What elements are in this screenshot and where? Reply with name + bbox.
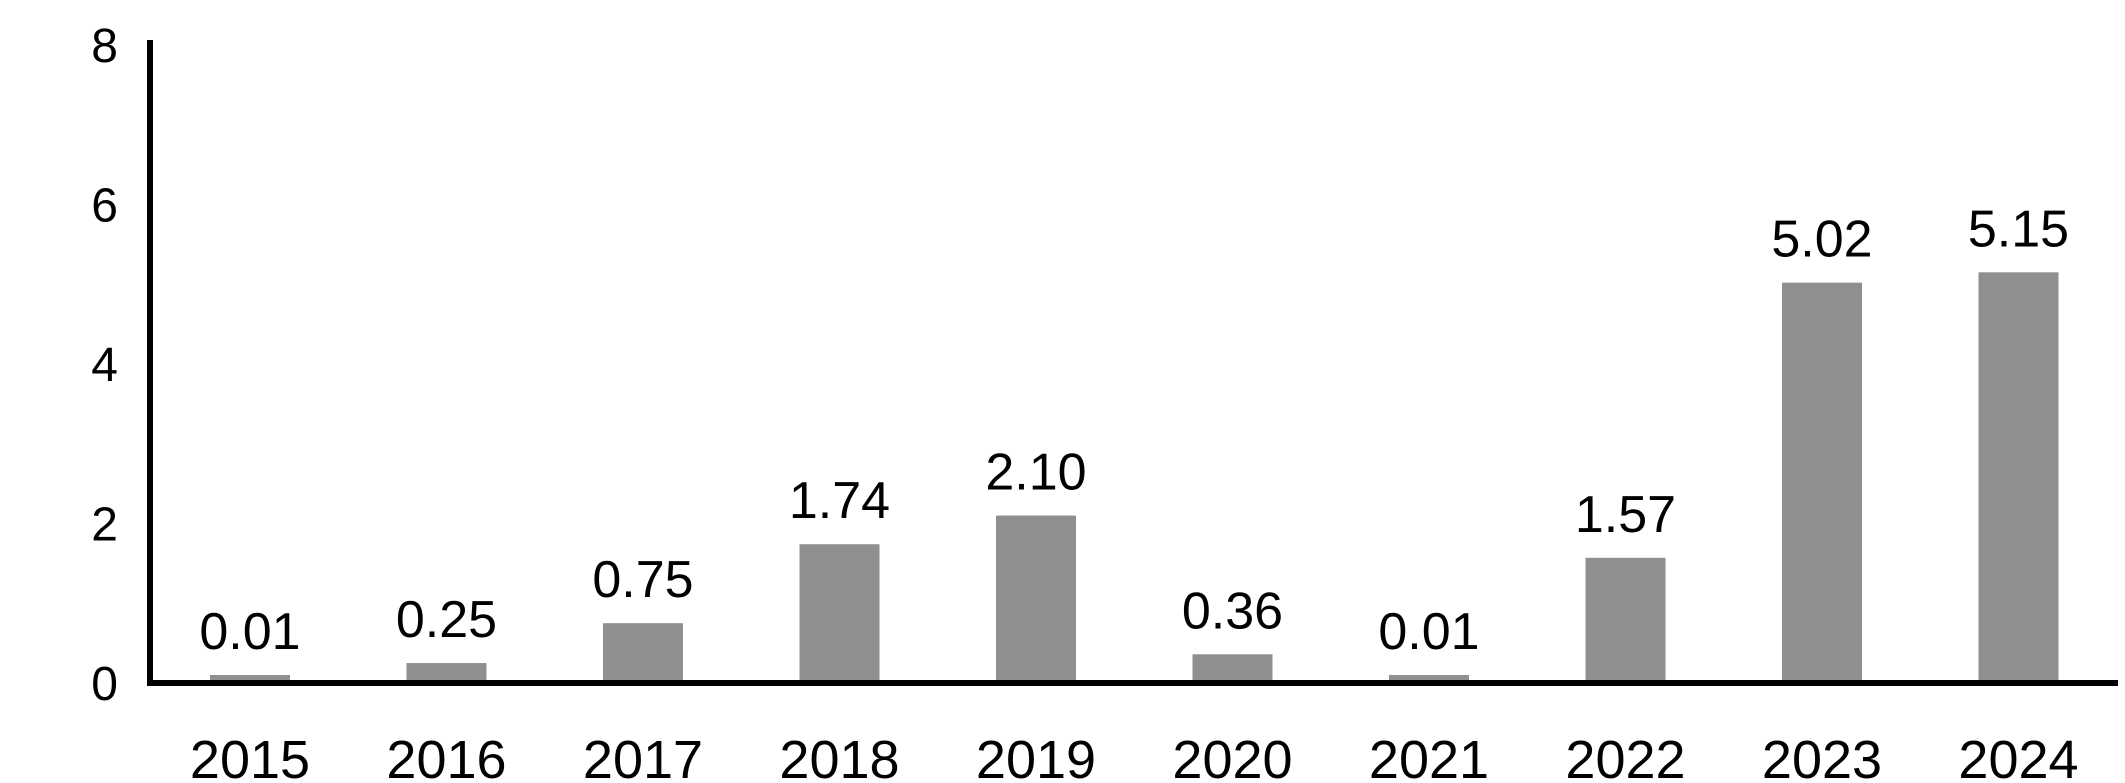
x-axis-labels: 2015 2016 2017 2018 2019 2020 2021 2022 2023 2024: [190, 730, 2079, 783]
y-tick-label: 6: [91, 180, 118, 233]
x-tick-label-2016: 2016: [386, 730, 506, 783]
bar-2020: [1192, 654, 1273, 683]
bar-2019: [996, 515, 1076, 683]
data-label-2023: 5.02: [1771, 211, 1872, 269]
y-tick-label: 0: [91, 658, 118, 711]
x-tick-label-2024: 2024: [1958, 730, 2078, 783]
bar-2016: [406, 663, 487, 683]
x-tick-label-2020: 2020: [1172, 730, 1292, 783]
data-label-2024: 5.15: [1968, 200, 2069, 258]
bar-2017: [603, 623, 683, 683]
y-tick-label: 8: [91, 20, 118, 73]
data-label-2015: 0.01: [199, 603, 300, 661]
data-label-2018: 1.74: [789, 472, 890, 530]
data-label-2016: 0.25: [396, 591, 497, 649]
x-tick-label-2015: 2015: [190, 730, 310, 783]
bar-2022: [1585, 557, 1666, 683]
x-tick-label-2022: 2022: [1565, 730, 1685, 783]
bar-2015: [210, 675, 290, 683]
data-label-2019: 2.10: [985, 444, 1086, 502]
data-label-2020: 0.36: [1182, 582, 1283, 640]
data-label-2017: 0.75: [592, 551, 693, 609]
x-tick-label-2017: 2017: [583, 730, 703, 783]
x-tick-label-2023: 2023: [1762, 730, 1882, 783]
data-labels-group: 0.01 0.25 0.75 1.74 2.10 0.36 0.01 1.57 5.02 5.15: [199, 200, 2069, 661]
bars-group: [210, 272, 2059, 683]
x-tick-label-2018: 2018: [779, 730, 899, 783]
x-tick-label-2019: 2019: [976, 730, 1096, 783]
data-label-2022: 1.57: [1575, 486, 1676, 544]
bar-2018: [799, 544, 880, 683]
bar-2021: [1389, 675, 1469, 683]
data-label-2021: 0.01: [1378, 603, 1479, 661]
y-axis-ticks: 0 2 4 6 8: [91, 20, 118, 711]
x-tick-label-2021: 2021: [1369, 730, 1489, 783]
bar-2024: [1978, 272, 2059, 683]
bar-2023: [1782, 282, 1862, 683]
y-tick-label: 2: [91, 499, 118, 552]
y-tick-label: 4: [91, 339, 118, 392]
